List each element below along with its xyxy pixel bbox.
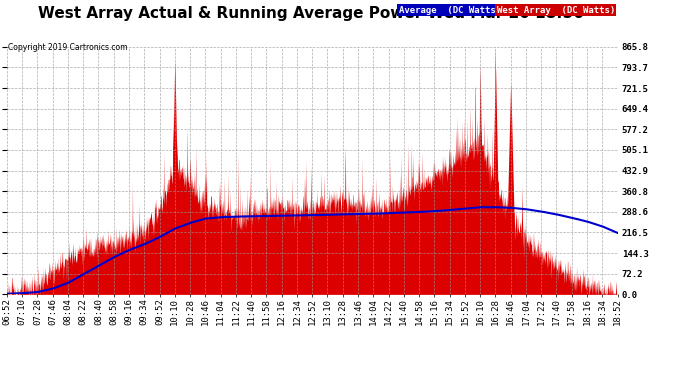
Text: West Array Actual & Running Average Power Wed Mar 20 18:56: West Array Actual & Running Average Powe… [37, 6, 584, 21]
Text: West Array  (DC Watts): West Array (DC Watts) [497, 6, 615, 15]
Text: Average  (DC Watts): Average (DC Watts) [399, 6, 501, 15]
Text: Copyright 2019 Cartronics.com: Copyright 2019 Cartronics.com [8, 43, 128, 52]
